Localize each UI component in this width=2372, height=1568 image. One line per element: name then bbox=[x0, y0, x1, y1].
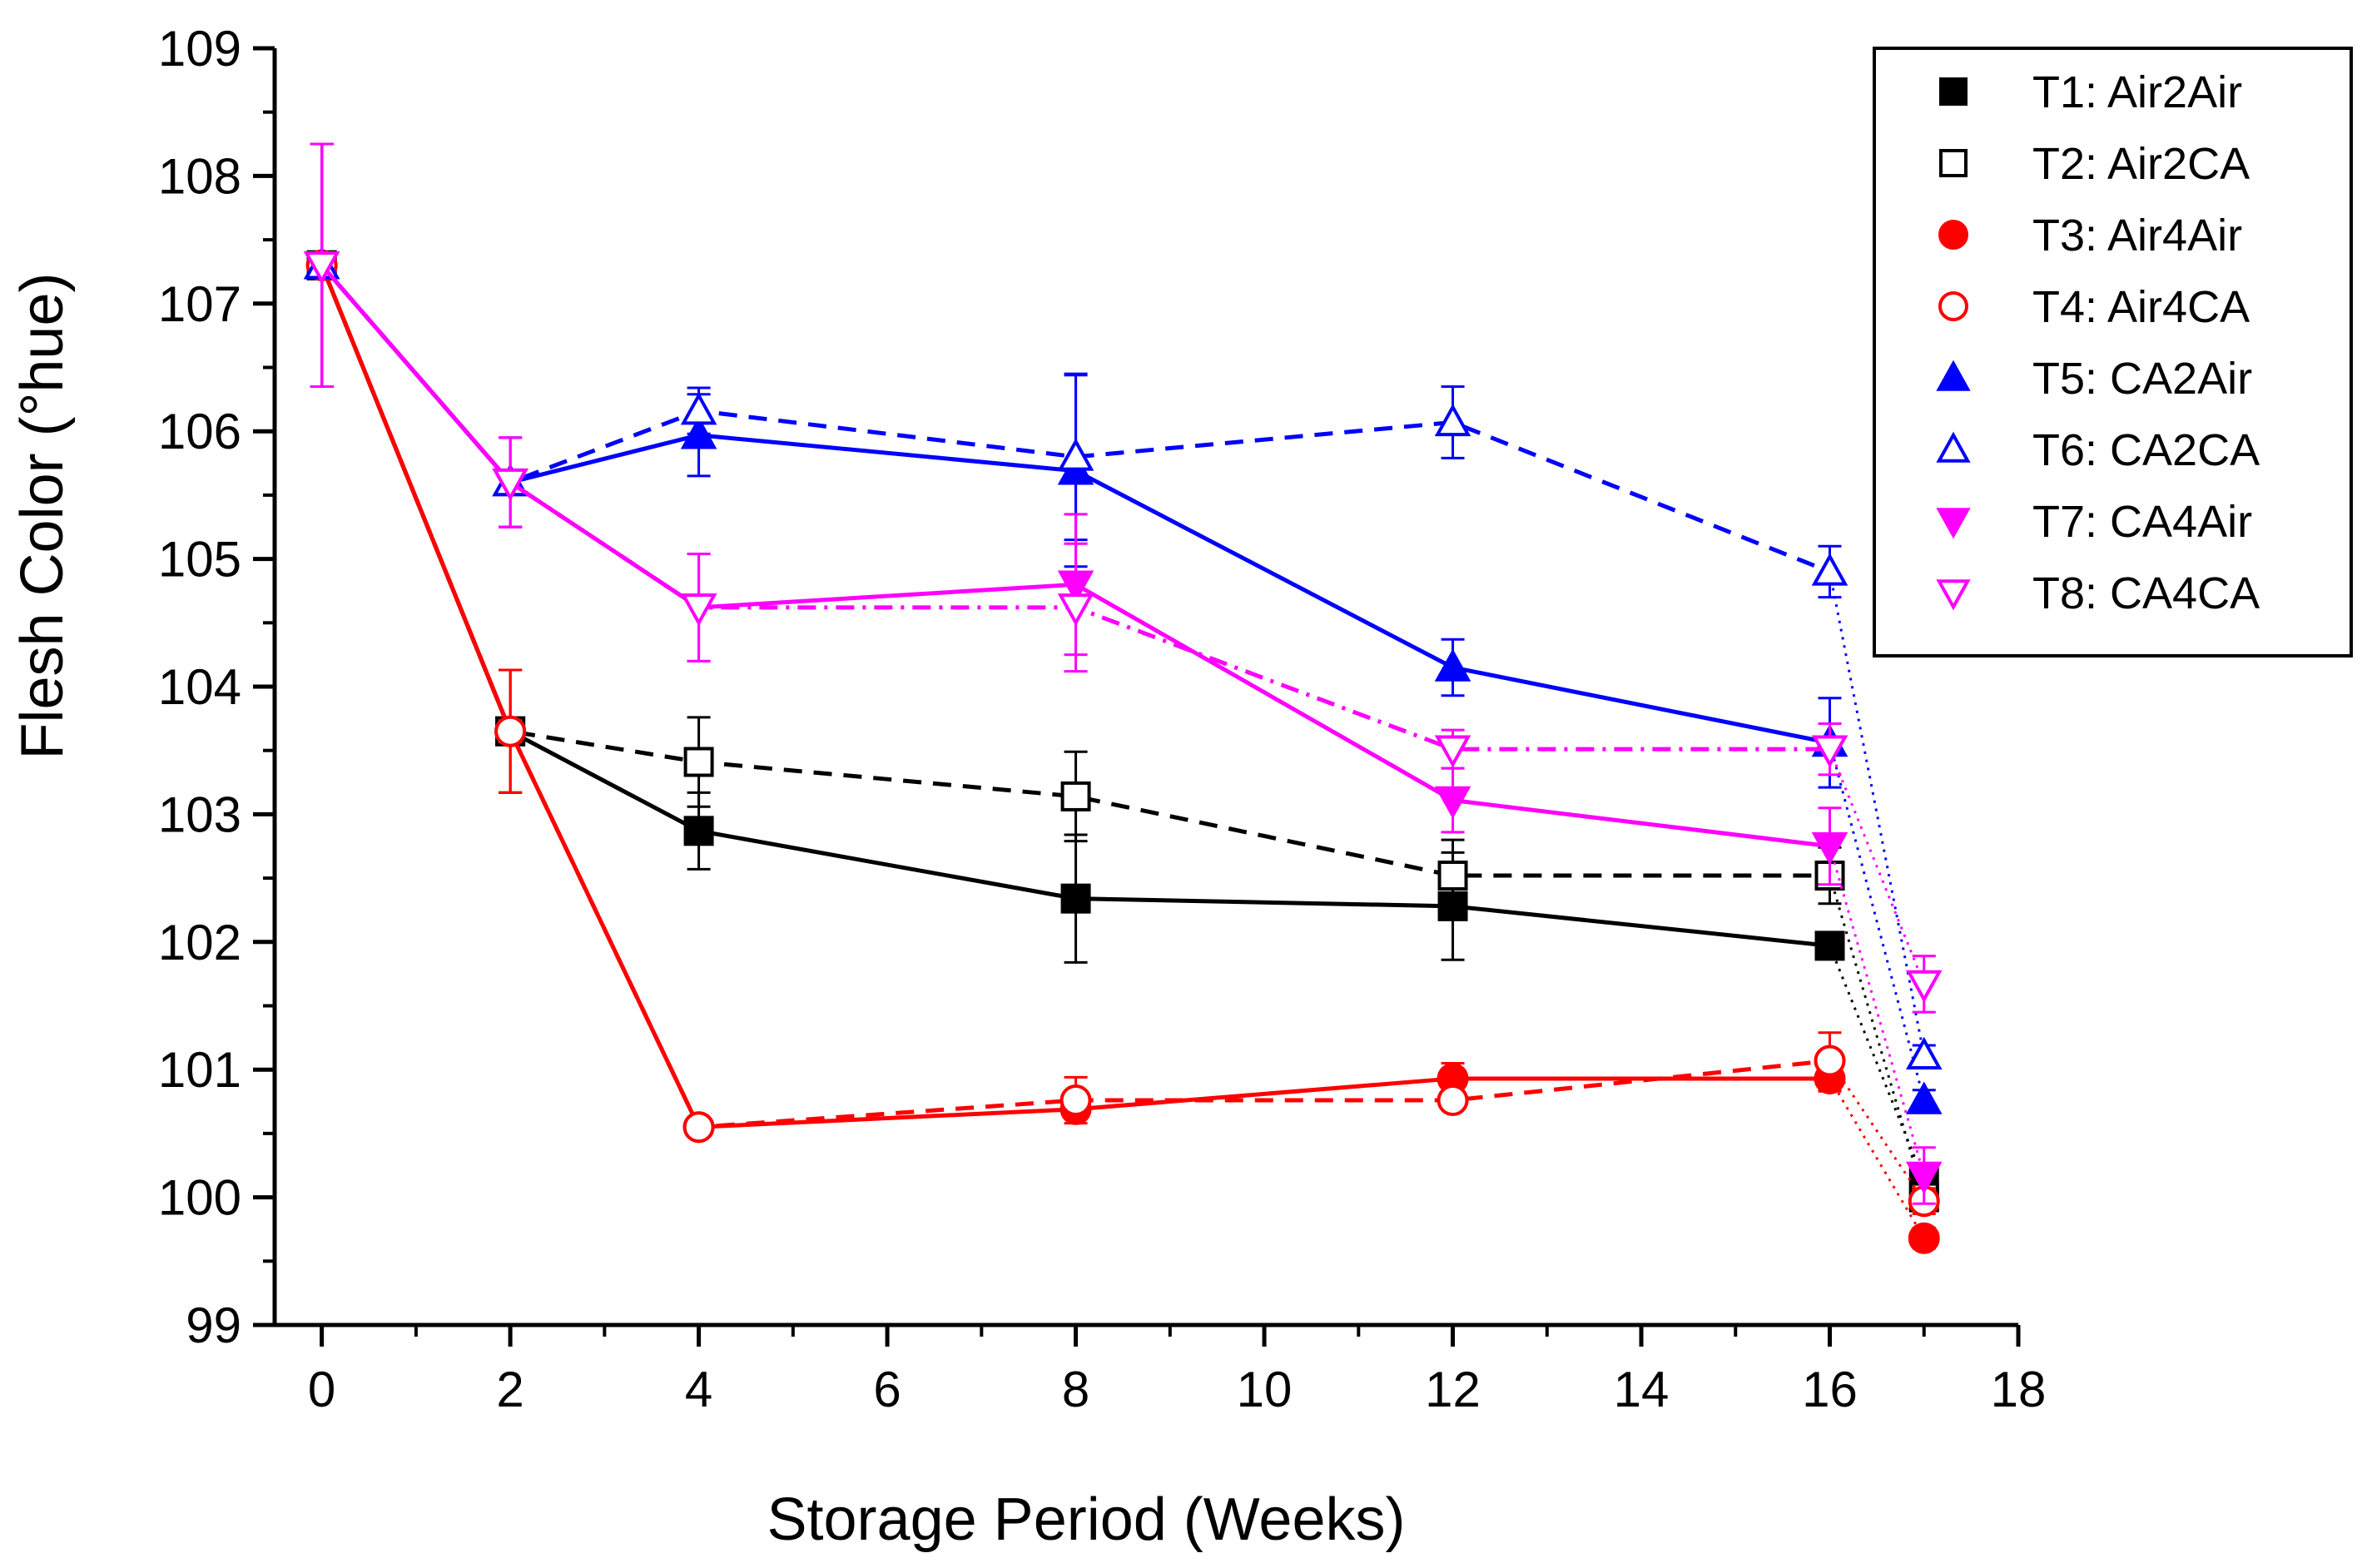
x-tick-label: 4 bbox=[685, 1362, 712, 1417]
series-6 bbox=[303, 142, 1943, 1070]
series-line bbox=[320, 264, 1830, 878]
legend-marker bbox=[1936, 508, 1971, 539]
series-5 bbox=[303, 142, 1943, 1114]
series-3 bbox=[305, 142, 1940, 1254]
series-connector bbox=[1829, 1059, 1926, 1203]
data-point bbox=[1434, 735, 1471, 768]
legend-item: T3: Air4Air bbox=[1938, 211, 2242, 261]
data-point bbox=[1057, 438, 1094, 471]
data-point bbox=[1814, 930, 1845, 961]
series-line bbox=[320, 264, 1830, 1129]
data-point bbox=[1060, 883, 1091, 914]
y-tick-label: 102 bbox=[158, 915, 241, 970]
x-tick-label: 14 bbox=[1614, 1362, 1670, 1417]
data-point bbox=[1059, 1084, 1092, 1117]
y-axis-title: Flesh Color (°hue) bbox=[9, 273, 76, 760]
legend-marker bbox=[1939, 149, 1968, 177]
legend-label: T2: Air2CA bbox=[2032, 139, 2250, 189]
data-point bbox=[1434, 648, 1471, 682]
legend-item: T5: CA2Air bbox=[1936, 354, 2252, 404]
y-tick-label: 99 bbox=[186, 1298, 241, 1353]
legend-item: T7: CA4Air bbox=[1936, 497, 2252, 547]
x-tick-label: 12 bbox=[1425, 1362, 1481, 1417]
legend-label: T6: CA2CA bbox=[2032, 425, 2260, 475]
legend-label: T8: CA4CA bbox=[2032, 568, 2260, 618]
data-point bbox=[683, 816, 714, 846]
series-4 bbox=[305, 142, 1940, 1218]
data-point bbox=[1905, 1161, 1943, 1195]
data-point bbox=[1905, 1081, 1943, 1114]
series-line bbox=[320, 264, 1830, 752]
y-tick-label: 106 bbox=[158, 404, 241, 459]
y-tick-label: 101 bbox=[158, 1042, 241, 1098]
x-axis-title: Storage Period (Weeks) bbox=[767, 1486, 1405, 1553]
data-point bbox=[1814, 1045, 1846, 1077]
data-point bbox=[492, 468, 528, 502]
x-tick-label: 18 bbox=[1991, 1362, 2047, 1417]
y-tick-label: 109 bbox=[158, 21, 241, 77]
data-point bbox=[1908, 1222, 1940, 1254]
data-point bbox=[1434, 403, 1471, 437]
x-tick-label: 6 bbox=[873, 1362, 901, 1417]
series-1 bbox=[306, 142, 1939, 1196]
legend-label: T1: Air2Air bbox=[2032, 67, 2242, 117]
data-point bbox=[303, 251, 340, 285]
legend-label: T5: CA2Air bbox=[2032, 354, 2252, 404]
y-tick-label: 103 bbox=[158, 786, 241, 842]
series-connector bbox=[1829, 742, 1926, 1101]
plot-area bbox=[303, 142, 1943, 1254]
x-tick-label: 2 bbox=[496, 1362, 524, 1417]
axes: 0 2 4 6 8 10 12 14 16 18 99 100 101 102 103 104 105 106 10… bbox=[158, 21, 2046, 1417]
series-8 bbox=[303, 142, 1943, 1014]
series-connector bbox=[1829, 945, 1926, 1182]
data-point bbox=[494, 715, 527, 747]
legend-label: T3: Air4Air bbox=[2032, 211, 2242, 261]
legend-marker bbox=[1938, 291, 1968, 321]
y-tick-label: 107 bbox=[158, 276, 241, 332]
data-point bbox=[1811, 735, 1848, 768]
y-tick-label: 100 bbox=[158, 1170, 241, 1226]
data-point bbox=[680, 593, 717, 627]
data-point bbox=[1811, 832, 1848, 866]
x-tick-label: 10 bbox=[1237, 1362, 1293, 1417]
x-tick-label: 8 bbox=[1062, 1362, 1089, 1417]
data-point bbox=[1905, 970, 1943, 1003]
y-tick-label: 105 bbox=[158, 532, 241, 588]
data-point bbox=[1905, 1036, 1943, 1070]
x-tick-label: 0 bbox=[308, 1362, 335, 1417]
legend-item: T2: Air2CA bbox=[1939, 139, 2250, 189]
data-point bbox=[680, 392, 717, 425]
series-connector bbox=[1829, 875, 1926, 1198]
legend-item: T1: Air2Air bbox=[1939, 67, 2242, 117]
legend-label: T4: Air4CA bbox=[2032, 282, 2250, 332]
series-2 bbox=[306, 142, 1939, 1213]
legend-label: T7: CA4Air bbox=[2032, 497, 2252, 547]
y-tick-label: 108 bbox=[158, 148, 241, 204]
legend-marker bbox=[1936, 431, 1971, 463]
series-connector bbox=[1829, 1078, 1926, 1239]
legend-marker bbox=[1938, 220, 1968, 250]
data-point bbox=[1437, 1084, 1469, 1117]
series-connector bbox=[1829, 846, 1926, 1176]
legend-item: T8: CA4CA bbox=[1936, 568, 2260, 618]
legend-item: T6: CA2CA bbox=[1936, 425, 2260, 475]
data-point bbox=[683, 747, 714, 777]
data-point bbox=[1811, 553, 1848, 586]
legend-marker bbox=[1939, 77, 1968, 106]
data-point bbox=[1060, 781, 1091, 811]
x-tick-label: 16 bbox=[1802, 1362, 1858, 1417]
data-point bbox=[1057, 593, 1094, 627]
data-point bbox=[682, 1111, 715, 1144]
legend-marker bbox=[1936, 579, 1971, 611]
data-point bbox=[1437, 861, 1468, 891]
legend-marker bbox=[1936, 360, 1971, 391]
series-connector bbox=[1829, 748, 1926, 985]
data-point bbox=[1434, 786, 1471, 820]
legend-item: T4: Air4CA bbox=[1938, 282, 2250, 332]
y-tick-label: 104 bbox=[158, 659, 241, 715]
series-7 bbox=[303, 142, 1943, 1205]
legend: T1: Air2Air T2: Air2CA T3: Air4Air T4: Air4… bbox=[1873, 47, 2353, 657]
